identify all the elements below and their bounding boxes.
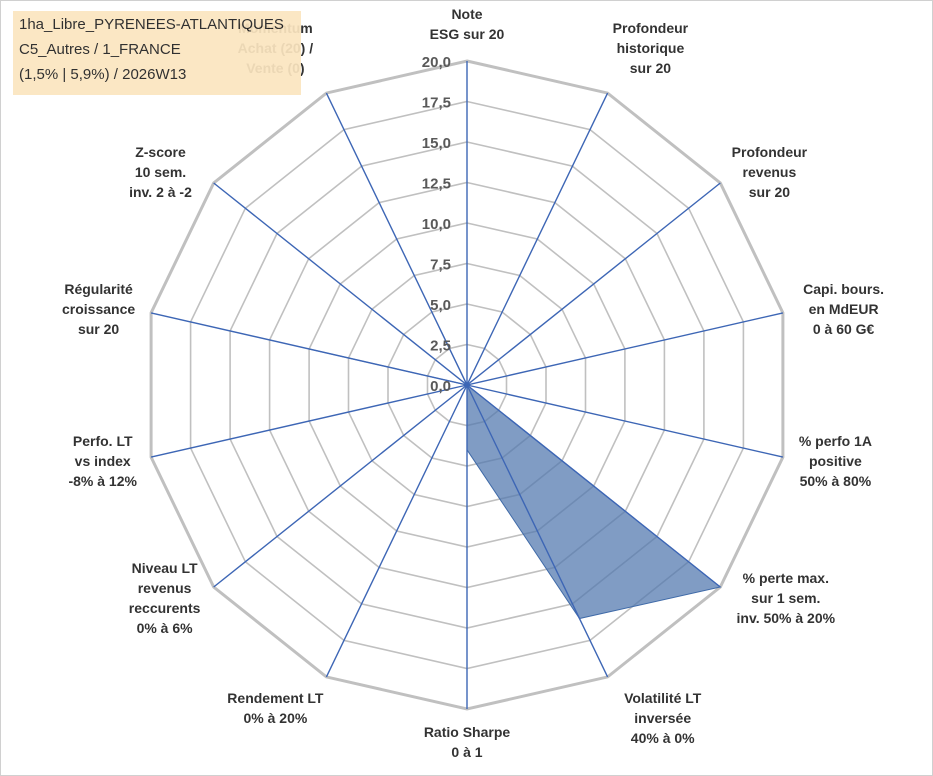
- axis-label-line: revenus: [743, 164, 797, 180]
- axis-label-line: -8% à 12%: [68, 473, 137, 489]
- axis-label-line: 0 à 1: [451, 744, 482, 760]
- tick-label: 0,0: [430, 378, 451, 395]
- axis-label: Capi. bours. en MdEUR 0 à 60 G€: [803, 281, 884, 337]
- axis-label: % perfo 1A positive 50% à 80%: [799, 433, 872, 489]
- axis-label: Z-score 10 sem. inv. 2 à -2: [129, 144, 192, 200]
- axis-label-line: inv. 2 à -2: [129, 184, 192, 200]
- axis-label: Profondeur historique sur 20: [613, 20, 689, 76]
- info-title: 1ha_Libre_PYRENEES-ATLANTIQUES: [19, 16, 284, 33]
- axis-label-line: vs index: [75, 453, 131, 469]
- axis-label-line: Profondeur: [732, 144, 808, 160]
- axis-label-line: Note: [451, 6, 482, 22]
- axis-label: Profondeur revenus sur 20: [732, 144, 808, 200]
- chart-info-box: 1ha_Libre_PYRENEES-ATLANTIQUES C5_Autres…: [13, 11, 301, 95]
- radar-axis-labels: Note ESG sur 20 Profondeur historique sur 20…: [62, 6, 884, 760]
- axis-spoke: [466, 384, 721, 588]
- axis-spoke: [150, 312, 468, 386]
- tick-label: 17,5: [422, 95, 451, 112]
- axis-spoke: [466, 384, 784, 458]
- tick-label: 12,5: [422, 176, 451, 193]
- axis-label-line: 0 à 60 G€: [813, 321, 875, 337]
- axis-label-line: sur 20: [630, 60, 671, 76]
- axis-label: Volatilité LT inversée 40% à 0%: [624, 690, 702, 746]
- axis-label-line: Rendement LT: [227, 690, 324, 706]
- axis-spoke: [213, 384, 468, 588]
- tick-label: 2,5: [430, 338, 451, 355]
- axis-label-line: Niveau LT: [132, 560, 198, 576]
- axis-spoke: [466, 312, 784, 386]
- axis-label-line: Profondeur: [613, 20, 689, 36]
- tick-label: 5,0: [430, 297, 451, 314]
- axis-label-line: % perte max.: [743, 570, 829, 586]
- axis-label-line: 40% à 0%: [631, 730, 695, 746]
- axis-spoke: [213, 182, 468, 386]
- axis-label-line: sur 20: [749, 184, 790, 200]
- axis-spoke: [325, 384, 468, 678]
- axis-label-line: sur 1 sem.: [751, 590, 820, 606]
- axis-label: Ratio Sharpe 0 à 1: [424, 724, 511, 760]
- axis-label-line: revenus: [138, 580, 192, 596]
- axis-label: Perfo. LT vs index -8% à 12%: [68, 433, 137, 489]
- axis-label-line: historique: [617, 40, 685, 56]
- axis-label-line: Capi. bours.: [803, 281, 884, 297]
- axis-label: Note ESG sur 20: [430, 6, 505, 42]
- tick-label: 20,0: [422, 54, 451, 71]
- radar-spokes: [150, 61, 784, 709]
- axis-label-line: Ratio Sharpe: [424, 724, 511, 740]
- axis-label-line: 10 sem.: [135, 164, 186, 180]
- radar-tick-labels: 0,0 2,5 5,0 7,5 10,0 12,5 15,0 17,5 20,0: [422, 54, 451, 395]
- axis-label-line: 0% à 6%: [137, 620, 194, 636]
- axis-label-line: Perfo. LT: [73, 433, 133, 449]
- axis-label: Régularité croissance sur 20: [62, 281, 135, 337]
- tick-label: 10,0: [422, 216, 451, 233]
- axis-label-line: reccurents: [129, 600, 201, 616]
- axis-spoke: [466, 182, 721, 386]
- axis-label-line: Z-score: [135, 144, 186, 160]
- axis-label-line: 0% à 20%: [243, 710, 307, 726]
- axis-label-line: croissance: [62, 301, 135, 317]
- axis-spoke: [150, 384, 468, 458]
- axis-label-line: en MdEUR: [809, 301, 879, 317]
- axis-label-line: sur 20: [78, 321, 119, 337]
- axis-label: Niveau LT revenus reccurents 0% à 6%: [129, 560, 201, 636]
- info-category: C5_Autres / 1_FRANCE: [19, 41, 181, 58]
- axis-spoke: [466, 384, 609, 678]
- axis-spoke: [325, 92, 468, 386]
- axis-label-line: inv. 50% à 20%: [737, 610, 836, 626]
- axis-label-line: ESG sur 20: [430, 26, 505, 42]
- axis-label-line: Régularité: [64, 281, 133, 297]
- tick-label: 7,5: [430, 257, 451, 274]
- axis-label-line: % perfo 1A: [799, 433, 872, 449]
- axis-label-line: inversée: [634, 710, 691, 726]
- axis-label: % perte max. sur 1 sem. inv. 50% à 20%: [737, 570, 836, 626]
- axis-spoke: [466, 92, 609, 386]
- tick-label: 15,0: [422, 135, 451, 152]
- axis-label-line: 50% à 80%: [800, 473, 872, 489]
- radar-series: [308, 326, 722, 620]
- axis-label-line: positive: [809, 453, 862, 469]
- info-period: (1,5% | 5,9%) / 2026W13: [19, 66, 187, 83]
- axis-label: Rendement LT 0% à 20%: [227, 690, 324, 726]
- series-area: [308, 326, 722, 620]
- axis-label-line: Volatilité LT: [624, 690, 702, 706]
